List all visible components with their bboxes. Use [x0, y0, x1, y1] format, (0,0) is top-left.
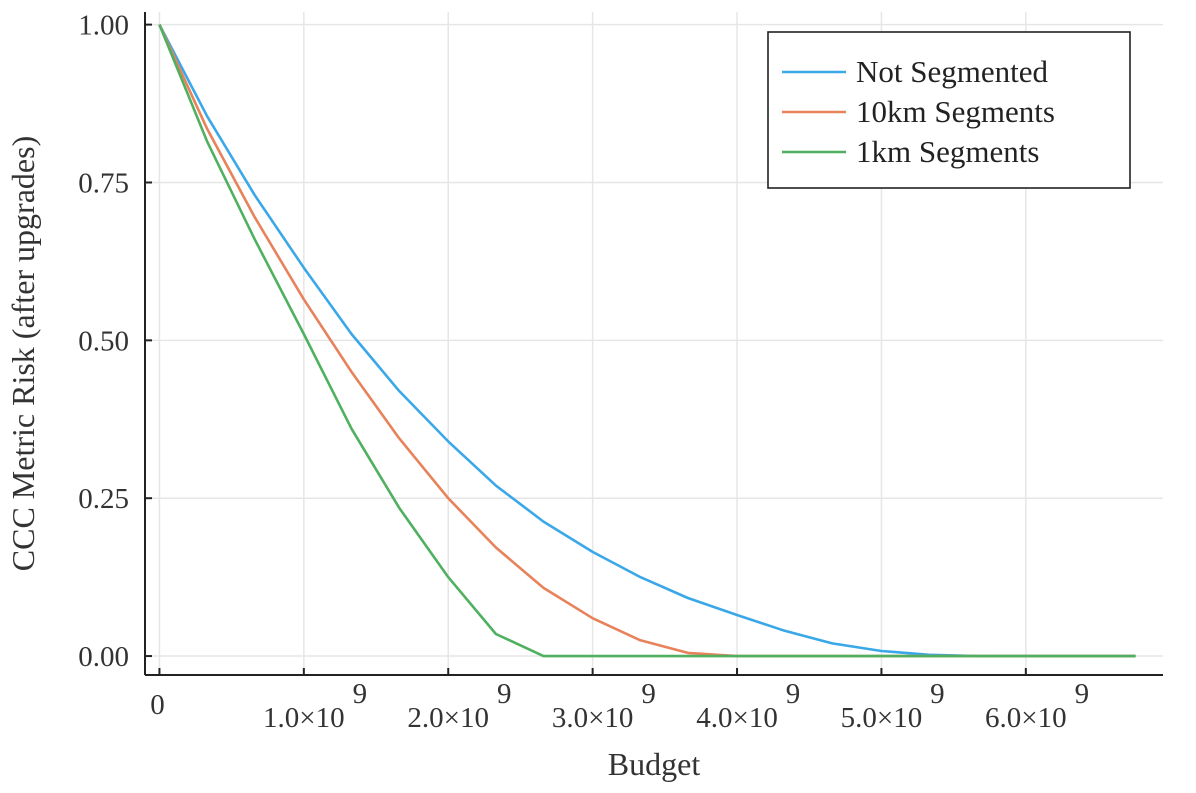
series-layer: [158, 23, 1136, 658]
x-axis-title: Budget: [608, 746, 701, 782]
series-line-2: [158, 24, 1136, 658]
x-tick-label-0: 0: [150, 689, 165, 721]
y-tick-label-2: 0.50: [78, 325, 129, 357]
x-tick-label-4: 4.0×10: [696, 702, 778, 734]
x-tick-exponent-1: 9: [353, 678, 368, 710]
legend-label-2: 1km Segments: [856, 134, 1039, 169]
y-tick-label-0: 0.00: [78, 641, 129, 673]
legend-label-1: 10km Segments: [856, 94, 1055, 129]
x-tick-label-1: 1.0×10: [263, 702, 345, 734]
y-tick-label-3: 0.75: [78, 167, 129, 199]
axes-layer: [144, 12, 1163, 676]
x-tick-exponent-3: 9: [641, 678, 656, 710]
x-tick-exponent-5: 9: [930, 678, 945, 710]
y-tick-label-1: 0.25: [78, 483, 129, 515]
x-tick-label-3: 3.0×10: [552, 702, 634, 734]
y-tick-label-4: 1.00: [78, 10, 129, 42]
y-axis-title: CCC Metric Risk (after upgrades): [5, 136, 41, 571]
legend-label-0: Not Segmented: [856, 54, 1048, 89]
x-tick-label-2: 2.0×10: [407, 702, 489, 734]
x-tick-exponent-6: 9: [1075, 678, 1090, 710]
x-tick-label-6: 6.0×10: [985, 702, 1067, 734]
legend-box: [767, 31, 1131, 189]
legend: Not Segmented 10km Segments 1km Segments: [767, 31, 1131, 189]
tick-labels: 0.000.250.500.751.000 1.0×1092.0×1093.0×1…: [78, 10, 1089, 734]
x-tick-label-5: 5.0×10: [841, 702, 923, 734]
x-tick-exponent-4: 9: [786, 678, 801, 710]
x-tick-exponent-2: 9: [497, 678, 512, 710]
